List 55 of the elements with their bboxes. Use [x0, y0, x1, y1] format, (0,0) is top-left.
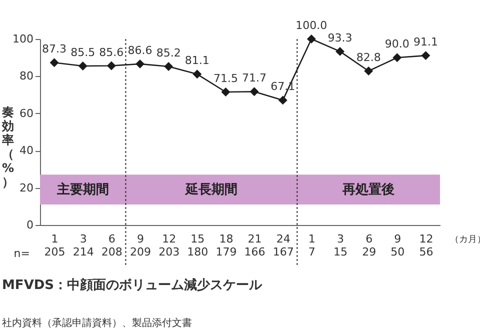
data-label: 71.7: [242, 72, 267, 85]
point: [392, 53, 402, 62]
x-tick-label: 9 209: [130, 232, 151, 258]
data-label: 100.0: [296, 19, 328, 32]
data-label: 82.8: [356, 50, 381, 64]
x-tick-label: 12 203: [158, 232, 180, 258]
point: [136, 59, 144, 68]
point: [306, 34, 316, 44]
x-tick-label: 9 50: [390, 232, 405, 258]
data-label: 71.5: [213, 72, 238, 86]
text: 社内資料（承認申請資料）、製品添付文書: [2, 317, 192, 328]
y-tick-label: 0: [26, 218, 34, 232]
band-label: 主要期間: [56, 182, 109, 198]
data-label: 93.3: [328, 31, 352, 44]
y-tick-label: 60: [20, 106, 34, 120]
y-tick-label: 80: [20, 70, 34, 83]
y-tick-label: 100: [12, 32, 34, 46]
y-axis-title: 奏効率（%）: [1, 105, 14, 189]
point: [421, 51, 430, 60]
x-tick-label: 6 208: [101, 232, 122, 258]
point: [106, 61, 116, 70]
point: [221, 88, 230, 96]
data-label: 86.6: [128, 44, 152, 57]
x-tick-label: 3 214: [72, 232, 94, 258]
data-label: 90.0: [384, 38, 410, 51]
point: [364, 66, 374, 76]
data-label: 85.5: [70, 46, 96, 59]
text: （カ月）: [450, 235, 480, 245]
x-tick-label: 1 7: [308, 232, 316, 258]
y-tick-label: 40: [20, 144, 34, 158]
text: MFVDS：中顔面のボリューム減少スケール: [2, 277, 264, 293]
data-label: 87.3: [42, 42, 67, 56]
text: n=: [14, 247, 30, 260]
data-label: 81.1: [184, 54, 210, 68]
x-tick-label: 1 205: [44, 232, 66, 258]
x-tick-label: 12 56: [419, 232, 434, 258]
data-label: 85.6: [99, 46, 124, 59]
point: [278, 96, 288, 105]
band-label: 再処置後: [342, 182, 395, 198]
y-tick-label: 20: [20, 181, 34, 194]
x-tick-label: 15 180: [187, 232, 208, 258]
band-label: 延長期間: [184, 182, 238, 198]
data-label: 91.1: [413, 36, 438, 49]
x-tick-label: 6 29: [362, 232, 376, 258]
data-label: 85.2: [156, 46, 181, 60]
x-tick-label: 3 15: [334, 232, 348, 258]
x-tick-label: 18 179: [216, 232, 237, 258]
point: [50, 58, 59, 68]
point: [250, 87, 259, 96]
point: [78, 62, 88, 70]
point: [164, 62, 174, 71]
point: [192, 70, 202, 79]
point: [336, 46, 344, 56]
x-tick-label: 21 166: [244, 232, 266, 258]
x-tick-label: 24 167: [272, 232, 294, 258]
